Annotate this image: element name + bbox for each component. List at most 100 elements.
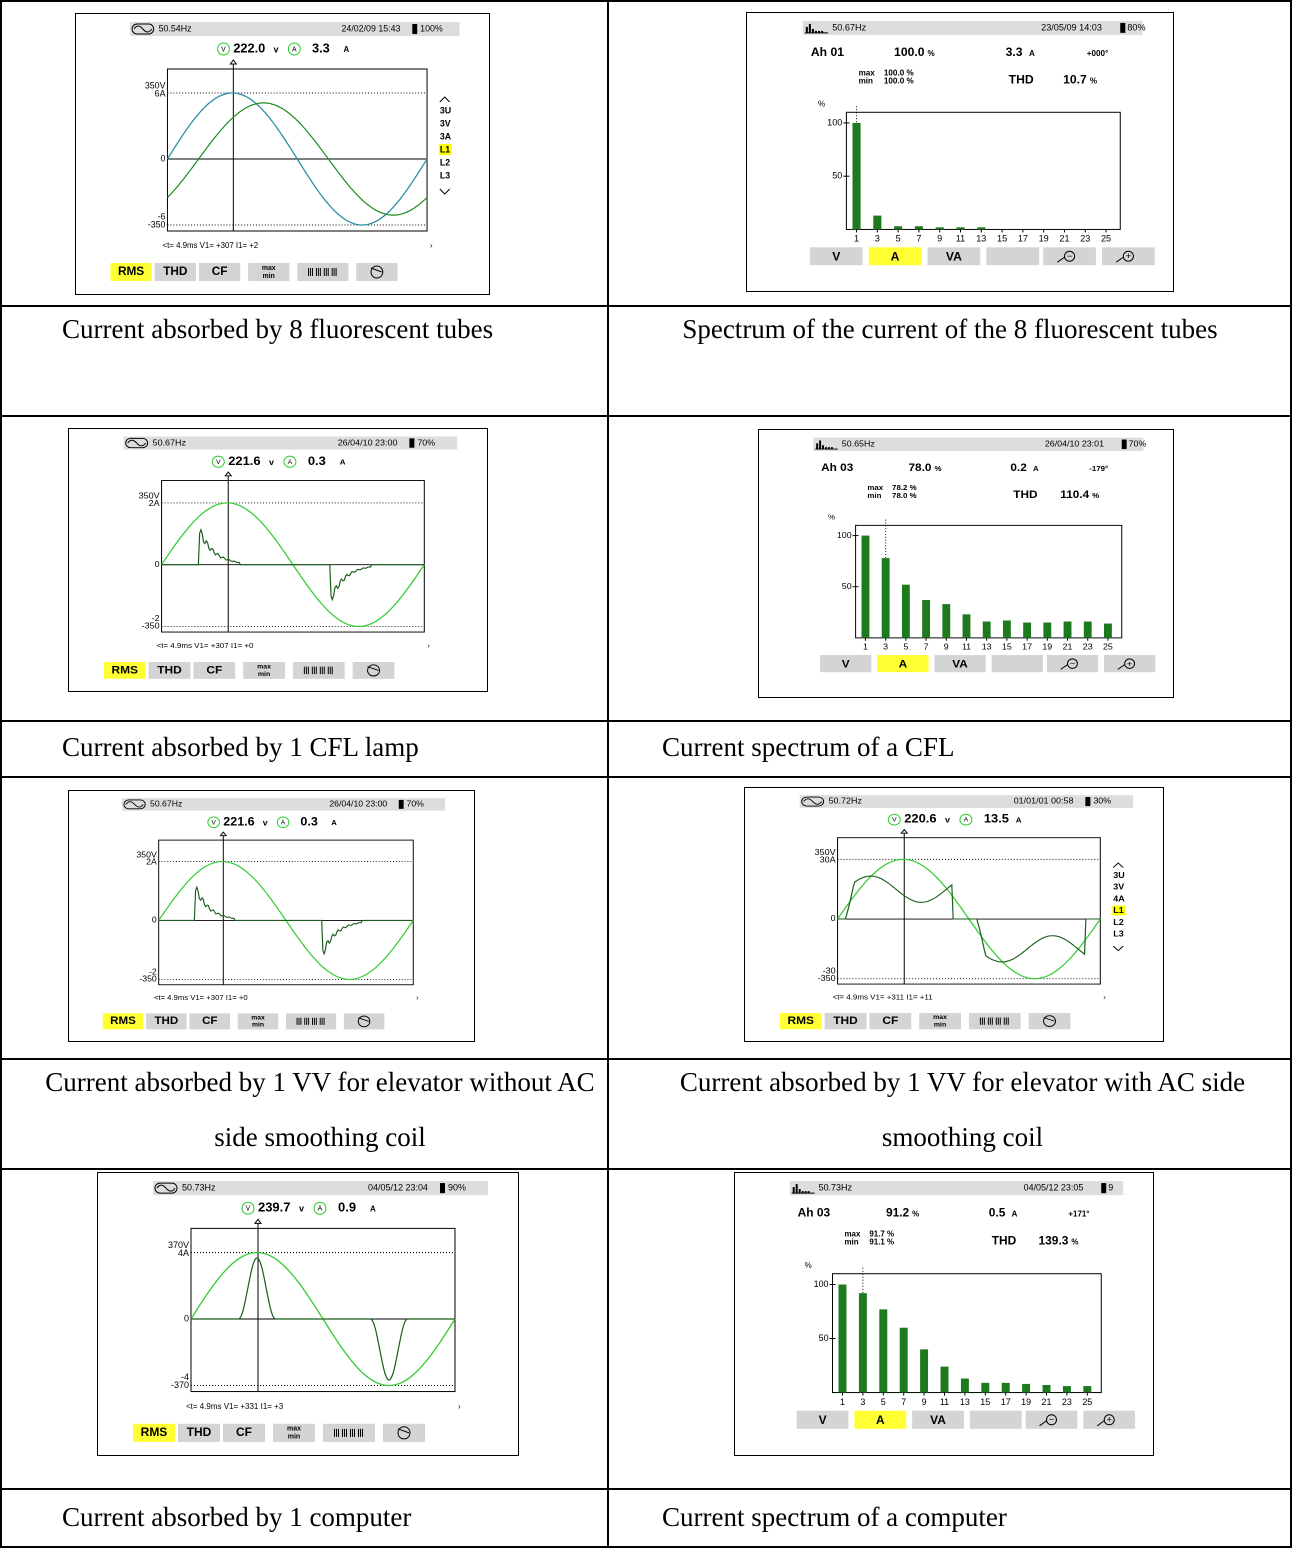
y-tick-label: 50	[842, 581, 852, 591]
cursor-marker	[230, 60, 236, 64]
screenshot: 50.67Hz26/04/10 23:0070%V221.6vA0.3A350V…	[68, 428, 488, 692]
button-label: min	[258, 671, 270, 678]
thd-value: 110.4	[1060, 488, 1089, 501]
datetime: 04/05/12 23:04	[368, 1182, 428, 1192]
harmonic: Ah 01	[811, 45, 844, 59]
min-value: 100.0 %	[884, 77, 914, 86]
y-label: -350	[142, 621, 160, 631]
scroll-arrow: ›	[1103, 993, 1106, 1002]
x-tick-label: 7	[916, 234, 921, 244]
bar	[936, 227, 944, 229]
ratio: 91.2	[886, 1205, 910, 1219]
frequency: 50.73Hz	[819, 1182, 853, 1192]
phase: +000°	[1087, 49, 1108, 58]
x-tick-label: 5	[903, 642, 908, 652]
min-label: min	[859, 77, 874, 86]
button-bg	[286, 1013, 336, 1029]
button-label: VA	[946, 250, 962, 264]
x-tick-label: 23	[1080, 234, 1090, 244]
voltage-icon: V	[892, 817, 897, 824]
datetime: 24/02/09 15:43	[342, 23, 401, 33]
analyzer-screen: 50.54Hz24/02/09 15:43100%V222.0vA3.3A350…	[76, 14, 489, 294]
bar	[977, 227, 985, 229]
bar	[983, 622, 991, 638]
current-icon: A	[288, 459, 293, 466]
frequency: 50.67Hz	[832, 22, 866, 32]
side-label: 3U	[1113, 870, 1124, 880]
button-bg	[323, 1424, 375, 1442]
current-unit: A	[340, 458, 346, 467]
x-tick-label: 1	[863, 642, 868, 652]
y-label: 2A	[146, 857, 157, 867]
min-label: min	[844, 1238, 858, 1247]
scroll-arrow: ›	[416, 993, 419, 1002]
button-bg	[992, 655, 1043, 672]
spectrum-icon	[793, 1187, 795, 1193]
current-unit: A	[331, 818, 337, 827]
bar	[981, 1383, 989, 1393]
button-label: CF	[202, 1016, 218, 1028]
battery-icon	[412, 24, 417, 34]
button-label: CF	[206, 665, 222, 677]
bar	[1002, 1383, 1010, 1393]
x-tick-label: 25	[1082, 1397, 1092, 1407]
battery: 70%	[407, 799, 425, 809]
cursor-readout: <t= 4.9ms V1= +331 I1= +3	[186, 1402, 284, 1411]
bar	[1043, 1385, 1051, 1393]
frequency: 50.67Hz	[150, 799, 182, 809]
current-unit: A	[1033, 464, 1039, 473]
bar	[902, 585, 910, 638]
bar	[900, 1328, 908, 1393]
side-label: 3V	[440, 118, 451, 128]
y-unit: %	[818, 100, 825, 109]
current: 0.2	[1010, 461, 1026, 474]
x-tick-label: 1	[840, 1397, 845, 1407]
bar	[879, 1309, 887, 1392]
analyzer-screen: 50.65Hz26/04/10 23:0170%Ah 0378.0%0.2A-1…	[759, 430, 1173, 697]
caption: Spectrum of the current of the 8 fluores…	[640, 302, 1260, 357]
thd-unit: %	[1090, 77, 1097, 86]
x-tick-label: 21	[1059, 234, 1069, 244]
datetime: 23/05/09 14:03	[1041, 22, 1102, 32]
cursor-marker	[901, 830, 907, 834]
screenshot: 50.73Hz04/05/12 23:059Ah 0391.2%0.5A+171…	[734, 1172, 1154, 1456]
button-label: V	[842, 658, 850, 671]
button-bg	[293, 662, 345, 679]
battery: 30%	[1093, 796, 1111, 806]
min-label: min	[867, 491, 881, 500]
caption: Current absorbed by 1 VV for elevator wi…	[30, 1055, 610, 1165]
screenshot: 50.54Hz24/02/09 15:43100%V222.0vA3.3A350…	[75, 13, 490, 295]
bar	[862, 536, 870, 638]
datetime: 26/04/10 23:00	[338, 438, 398, 448]
ratio-unit: %	[934, 464, 941, 473]
table-border	[0, 415, 1292, 417]
current-icon: A	[281, 820, 286, 827]
analyzer-screen: 50.73Hz04/05/12 23:0490%V239.7vA0.9A370V…	[98, 1173, 518, 1455]
thd-value: 10.7	[1063, 73, 1087, 87]
bar	[1064, 622, 1072, 638]
y-label: -350	[148, 219, 166, 229]
button-label: A	[891, 250, 900, 264]
x-tick-label: 13	[976, 234, 986, 244]
x-tick-label: 17	[1018, 234, 1028, 244]
voltage: 221.6	[228, 454, 260, 468]
frequency: 50.54Hz	[159, 23, 192, 33]
x-tick-label: 9	[937, 234, 942, 244]
x-tick-label: 25	[1101, 234, 1111, 244]
y-unit: %	[805, 1261, 812, 1270]
x-tick-label: 15	[1002, 642, 1012, 652]
datetime: 26/04/10 23:01	[1045, 439, 1104, 449]
button-label: RMS	[111, 665, 138, 677]
x-tick-label: 17	[1022, 642, 1032, 652]
caption: Current absorbed by 8 fluorescent tubes	[62, 302, 602, 357]
voltage-unit: v	[269, 457, 274, 467]
bar	[915, 226, 923, 229]
y-tick-label: 50	[832, 171, 842, 181]
bar	[1043, 623, 1051, 638]
side-label: 3A	[440, 131, 452, 141]
bar	[894, 226, 902, 229]
button-label: min	[934, 1022, 946, 1029]
bar	[1022, 1384, 1030, 1393]
